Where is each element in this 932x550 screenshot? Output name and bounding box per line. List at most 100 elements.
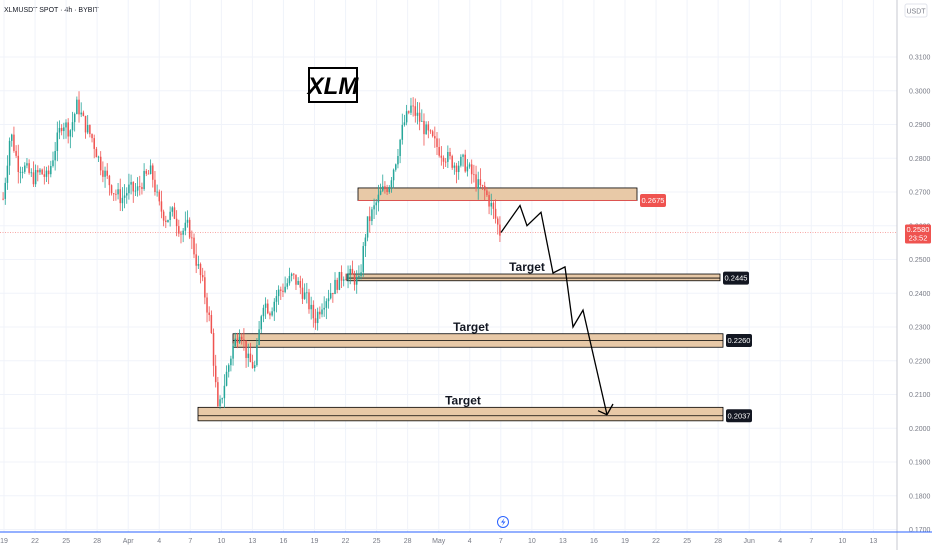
candle-body [264,303,267,308]
candle-body [418,112,421,122]
candle-body [410,105,412,113]
candle-body [93,138,95,149]
y-tick-label: 0.2100 [909,392,931,399]
x-tick-label: 13 [249,538,257,545]
y-tick-label: 0.2300 [909,325,931,332]
candle-body [336,279,338,290]
candle-body [401,124,404,140]
x-tick-label: 28 [93,538,101,545]
candle-body [355,277,358,285]
projection-path [500,204,608,415]
zones: Target Target Target [197,187,724,422]
candle-body [82,112,85,116]
candle-body [11,134,13,141]
candle-body [329,293,332,299]
candle-body [45,170,48,177]
candle-body [388,187,391,193]
currency-badge[interactable] [904,3,928,18]
candle-body [273,301,276,312]
candle-body [353,274,356,285]
candle-body [314,318,317,324]
candle-body [319,311,321,315]
candle-body [108,175,111,186]
candle-body [175,218,178,227]
y-tick-label: 0.3000 [909,88,931,95]
candle-body [381,186,384,191]
zone-price-badge-text: 0.2675 [642,196,665,205]
candle-body [414,106,417,116]
candle-body [492,202,495,209]
candle-body [494,208,497,219]
candle-body [47,170,50,175]
x-tick-label: 19 [0,538,8,545]
candle-body [462,154,464,157]
zone-box [346,273,721,282]
candle-body [71,122,74,131]
x-tick-label: 7 [499,538,503,545]
candle-body [473,174,475,176]
candle-body [442,157,445,162]
candle-body [486,190,488,196]
candle-body [362,246,364,273]
zone-price-badge-text: 0.2037 [728,411,751,420]
candle-body [282,290,284,292]
x-tick-label: 10 [528,538,536,545]
candle-body [188,219,191,238]
candle-body [95,148,98,158]
candle-body [468,164,471,167]
candle-body [89,125,91,135]
candle-body [182,230,184,235]
candle-body [475,174,477,189]
candle-body [479,179,482,186]
candle-body [377,194,380,203]
candle-body [134,190,137,192]
candle-body [121,197,124,204]
zone-target-label: Target [509,260,545,274]
candle-body [167,219,169,223]
x-tick-label: 16 [590,538,598,545]
candle-body [436,138,438,148]
x-tick-label: 13 [559,538,567,545]
candle-body [325,301,328,308]
grid [0,0,897,532]
candle-body [340,272,343,281]
candle-body [54,151,56,161]
candle-body [221,398,223,400]
candle-body [158,191,161,202]
candle-body [240,336,243,340]
candle-body [76,99,78,115]
candle-body [466,166,469,172]
candle-body [421,120,423,122]
x-tick-label: 4 [468,538,472,545]
y-tick-label: 0.3100 [909,55,931,62]
candle-body [308,292,310,310]
candle-body [178,226,180,234]
candle-body [449,152,451,157]
candle-body [379,190,382,195]
candle-body [117,189,119,195]
y-tick-label: 0.2900 [909,122,931,129]
zone-price-badge [640,193,666,207]
candle-body [412,105,414,107]
candle-body [139,186,141,188]
candle-body [470,164,473,175]
lightning-icon[interactable] [497,516,509,528]
candle-body [208,312,210,315]
candle-body [284,286,286,292]
candle-body [334,279,336,295]
zone-target-label: Target [445,393,481,407]
candle-body [130,182,132,185]
candle-body [195,254,197,266]
candle-body [247,353,250,358]
candle-body [210,314,213,333]
candle-body [15,150,17,156]
candle-body [481,185,484,186]
candle-body [249,353,252,363]
candle-body [323,307,325,310]
candle-body [39,169,41,173]
zone-price-badge-text: 0.2260 [728,336,751,345]
candle-body [490,202,492,207]
x-tick-label: 22 [342,538,350,545]
y-tick-label: 0.2200 [909,358,931,365]
